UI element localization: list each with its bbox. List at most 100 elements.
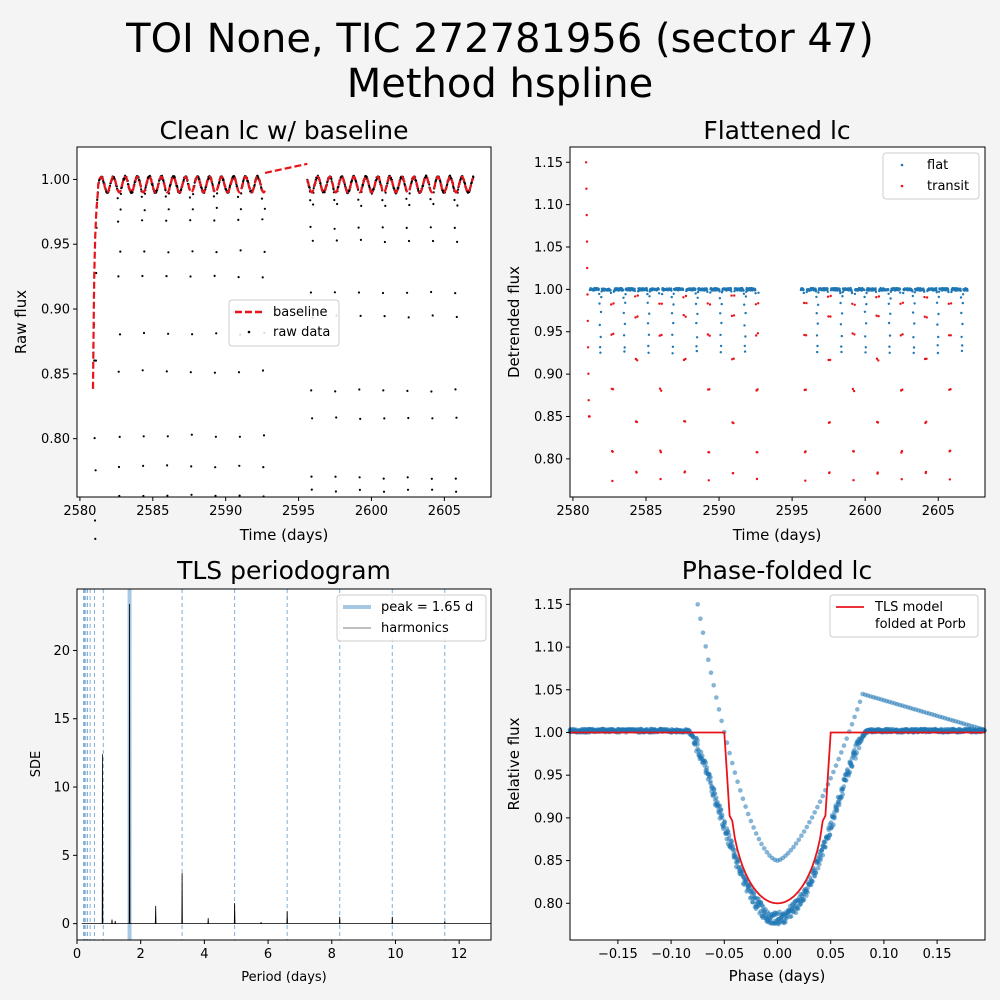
legend-flat-swatch xyxy=(900,163,904,167)
flat-point xyxy=(937,290,941,293)
raw-data-point xyxy=(335,239,338,242)
folded-data-point xyxy=(843,778,849,783)
plot-area xyxy=(77,589,491,940)
first-transit-point xyxy=(841,743,847,748)
flat-point xyxy=(841,295,844,298)
folded-data-point xyxy=(805,885,810,891)
raw-data-point xyxy=(311,239,314,242)
raw-data-point xyxy=(309,199,312,202)
raw-data-point xyxy=(323,191,326,194)
flat-point xyxy=(622,296,625,299)
x-tick-label: 2590 xyxy=(703,504,736,519)
raw-data-point xyxy=(382,389,385,392)
transit-point xyxy=(659,477,662,481)
raw-data-point xyxy=(216,192,219,195)
x-axis-label: Period (days) xyxy=(241,970,327,985)
y-tick-label: 0.80 xyxy=(534,897,563,912)
legend-transit-swatch xyxy=(900,184,904,188)
baseline-series xyxy=(91,162,475,389)
raw-data-point xyxy=(334,490,337,493)
flat-point xyxy=(757,291,760,294)
raw-data-point xyxy=(357,226,360,229)
flat-point xyxy=(584,161,588,164)
raw-data-point xyxy=(309,225,312,228)
flat-point xyxy=(838,287,841,291)
raw-data-point xyxy=(192,193,195,196)
raw-data-point xyxy=(330,177,333,181)
flat-point xyxy=(912,336,915,339)
transit-point xyxy=(948,478,952,481)
transit-point xyxy=(660,302,663,305)
raw-data-point xyxy=(142,331,146,335)
first-transit-point xyxy=(716,707,722,712)
flat-point xyxy=(623,346,626,349)
y-tick-label: 0.85 xyxy=(534,854,563,869)
raw-data-point xyxy=(142,435,145,438)
flat-point xyxy=(719,312,722,315)
tls-periodogram-panel: TLS periodogram 0 2 4 6 8 10 12 0 5 10 15 20 Period… xyxy=(29,556,492,985)
flat-point xyxy=(961,293,965,296)
raw-data-point xyxy=(406,291,409,294)
transit-point xyxy=(876,471,879,474)
raw-data-point xyxy=(119,192,122,195)
first-transit-points xyxy=(695,602,985,863)
transit-point xyxy=(828,358,832,362)
transit-point xyxy=(949,334,952,337)
y-axis-label: Raw flux xyxy=(12,290,30,354)
raw-data-point xyxy=(386,182,389,185)
flat-point xyxy=(729,288,733,291)
flat-point xyxy=(864,351,867,354)
flat-point xyxy=(657,292,661,295)
transit-point xyxy=(634,295,637,298)
y-tick-label: 1.10 xyxy=(534,198,563,213)
x-tick-label: 2 xyxy=(137,947,145,962)
raw-data-point xyxy=(334,475,337,478)
first-transit-point xyxy=(761,846,767,851)
raw-data-point xyxy=(361,184,364,187)
raw-data-point xyxy=(455,490,458,493)
folded-data-point xyxy=(832,813,837,819)
flat-point xyxy=(694,287,697,291)
y-axis-label: SDE xyxy=(29,751,44,777)
y-tick-label: 20 xyxy=(53,644,70,659)
flat-point xyxy=(696,296,699,299)
folded-data-point xyxy=(722,819,727,824)
raw-data-point xyxy=(214,494,217,497)
transit-point xyxy=(828,421,831,424)
raw-data-point xyxy=(261,276,264,279)
legend-label: TLS model xyxy=(874,600,943,615)
raw-data-point xyxy=(213,274,216,277)
flat-point xyxy=(888,345,891,348)
transit-point xyxy=(658,334,661,337)
flat-point xyxy=(815,334,819,337)
folded-data-point xyxy=(822,845,828,850)
flat-point xyxy=(960,311,963,315)
transit-point xyxy=(658,302,661,305)
raw-data-point xyxy=(309,291,312,294)
transit-point xyxy=(875,357,879,360)
raw-data-point xyxy=(336,202,339,206)
transit-point xyxy=(802,301,806,305)
flat-point xyxy=(597,288,601,291)
raw-data-point xyxy=(212,195,215,198)
transit-point xyxy=(925,316,928,319)
raw-data-point xyxy=(117,275,120,278)
flat-point xyxy=(598,323,601,327)
raw-data-point xyxy=(446,183,449,186)
transit-point xyxy=(755,334,758,337)
raw-data-point xyxy=(381,291,385,295)
raw-data-point xyxy=(102,180,105,183)
raw-data-point xyxy=(456,240,459,243)
first-transit-point xyxy=(764,849,770,855)
raw-data-point xyxy=(389,176,393,180)
folded-data-point xyxy=(698,749,704,755)
folded-data-point xyxy=(805,890,810,895)
first-transit-point xyxy=(788,848,794,853)
flat-point xyxy=(840,312,844,315)
flat-point xyxy=(950,289,954,292)
raw-data-point xyxy=(365,175,368,178)
transit-point xyxy=(877,295,881,298)
folded-data-point xyxy=(819,848,824,853)
raw-data-point xyxy=(239,249,242,252)
raw-data-point xyxy=(431,488,434,491)
